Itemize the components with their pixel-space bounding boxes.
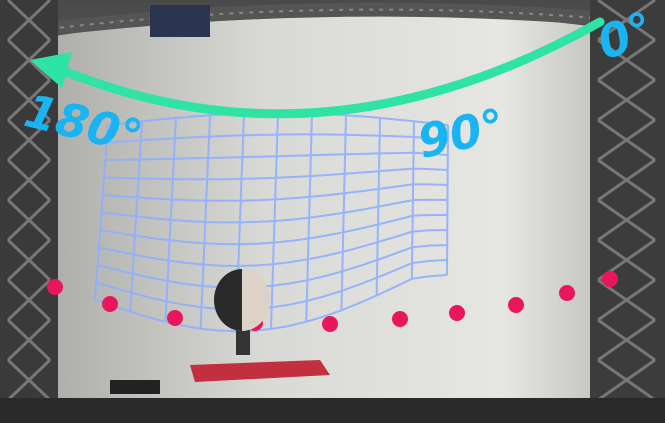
dot <box>102 296 118 312</box>
truss-bar <box>6 318 52 362</box>
grid-line <box>106 133 448 144</box>
projection-screen <box>30 12 620 400</box>
robot-head <box>214 269 270 355</box>
turntable <box>190 360 330 382</box>
loudspeaker-dots <box>47 271 618 332</box>
robot-back <box>214 269 242 331</box>
truss-bar <box>597 38 656 82</box>
projector <box>150 5 210 37</box>
grid-line <box>105 151 448 161</box>
dot <box>449 305 465 321</box>
dot <box>602 271 618 287</box>
truss-bar <box>6 278 52 322</box>
dot <box>392 311 408 327</box>
grid-line <box>104 167 448 181</box>
truss-bar <box>6 0 52 42</box>
grid-line <box>100 214 448 246</box>
top-truss-lattice <box>39 8 621 31</box>
dot <box>167 310 183 326</box>
truss-bar <box>597 118 656 162</box>
truss-bar <box>6 238 52 282</box>
right-truss <box>590 0 665 423</box>
floor-rail <box>0 398 665 423</box>
direction-arrow <box>47 17 605 119</box>
truss-bar <box>597 198 656 242</box>
projected-grid <box>94 111 449 333</box>
truss-bar <box>597 278 656 322</box>
truss-bar <box>6 38 52 82</box>
camera <box>110 380 160 394</box>
truss-bar <box>6 118 52 162</box>
truss-bar <box>597 0 656 42</box>
grid-line <box>96 259 448 311</box>
truss-bar <box>6 158 52 202</box>
truss-bar <box>597 358 656 402</box>
grid-line <box>101 198 448 224</box>
robot-neck <box>236 325 250 355</box>
grid-line <box>97 244 448 289</box>
dot <box>322 316 338 332</box>
grid-line <box>102 183 448 202</box>
dot <box>559 285 575 301</box>
truss-bar <box>6 198 52 242</box>
arrow-head <box>30 52 72 88</box>
truss-lattice <box>6 0 656 402</box>
truss-bar <box>6 358 52 402</box>
truss-bar <box>597 158 656 202</box>
truss-bar <box>597 318 656 362</box>
grid-line <box>94 274 448 333</box>
grid-line <box>98 229 448 268</box>
truss-bar <box>6 78 52 122</box>
truss-bar <box>597 78 656 122</box>
dot <box>508 297 524 313</box>
dot <box>47 279 63 295</box>
